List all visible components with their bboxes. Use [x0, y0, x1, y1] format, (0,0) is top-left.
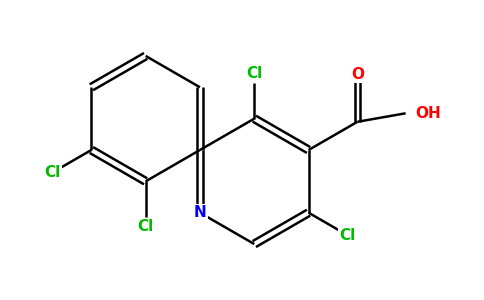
Text: N: N: [194, 205, 206, 220]
Text: OH: OH: [415, 106, 441, 121]
Text: Cl: Cl: [44, 165, 60, 180]
Text: Cl: Cl: [137, 219, 154, 234]
Text: Cl: Cl: [246, 66, 262, 81]
Text: O: O: [351, 67, 364, 82]
Text: Cl: Cl: [340, 228, 356, 243]
